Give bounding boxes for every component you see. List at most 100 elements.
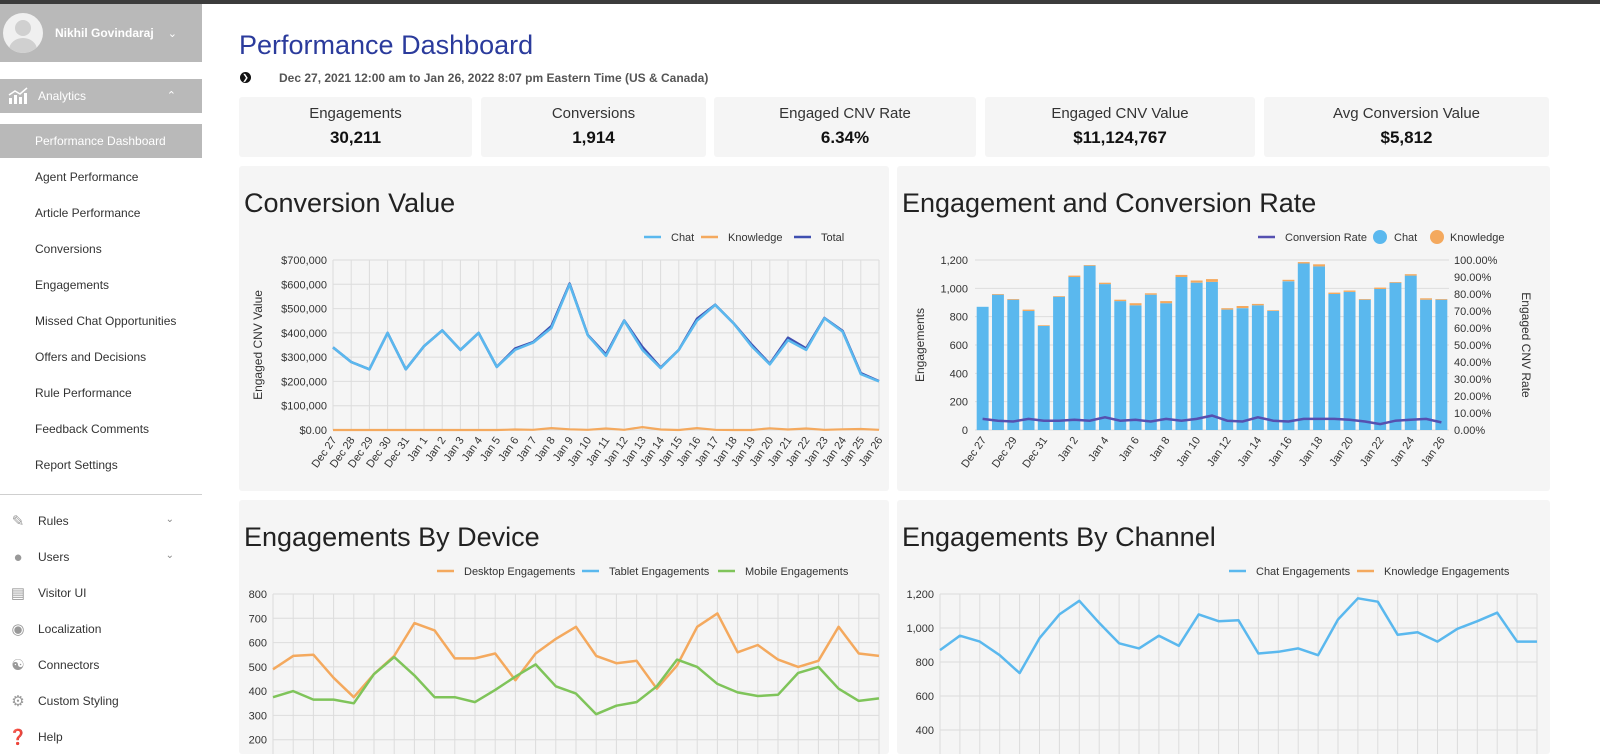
sidebar-item-help[interactable]: ❓ Help bbox=[0, 720, 202, 754]
series-chat-engagements bbox=[939, 597, 1537, 675]
users-icon: ● bbox=[13, 548, 23, 566]
y-tick-label: 600 bbox=[916, 691, 934, 703]
legend-tablet-label: Tablet Engagements bbox=[609, 566, 710, 578]
page-title: Performance Dashboard bbox=[239, 30, 534, 60]
sidebar-item-connectors[interactable]: ☯ Connectors bbox=[0, 648, 202, 682]
engagements-by-device-card: Engagements By Device Desktop Engagement… bbox=[239, 500, 889, 754]
x-tick-label: Jan 2 bbox=[1056, 435, 1081, 464]
sidebar-item-rule-performance[interactable]: Rule Performance bbox=[0, 376, 202, 410]
sidebar-section-analytics[interactable]: Analytics ⌃ bbox=[0, 79, 202, 113]
y-tick-label: 500 bbox=[249, 662, 267, 674]
sidebar-item-article-performance[interactable]: Article Performance bbox=[0, 196, 202, 230]
bar-knowledge bbox=[1328, 292, 1341, 294]
legend-chat-swatch bbox=[1373, 230, 1387, 244]
sidebar-item-missed-chat-opportunities[interactable]: Missed Chat Opportunities bbox=[0, 304, 202, 338]
y-tick-label: 200 bbox=[249, 735, 267, 747]
sidebar-item-report-settings[interactable]: Report Settings bbox=[0, 448, 202, 482]
sidebar-item-label: Visitor UI bbox=[38, 586, 87, 600]
chart-title: Engagements By Device bbox=[244, 522, 540, 552]
bar-chat bbox=[1221, 309, 1234, 430]
sidebar-item-engagements[interactable]: Engagements bbox=[0, 268, 202, 302]
bar-knowledge bbox=[1022, 309, 1035, 311]
sidebar-item-offers-and-decisions[interactable]: Offers and Decisions bbox=[0, 340, 202, 374]
x-tick-label: Jan 8 bbox=[1147, 435, 1172, 464]
bar-knowledge bbox=[1083, 265, 1096, 266]
y2-axis-label: Engaged CNV Rate bbox=[1519, 292, 1533, 398]
gear-icon: ⚙ bbox=[11, 693, 25, 710]
sidebar-item-users[interactable]: ● Users ⌄ bbox=[0, 540, 202, 574]
legend-total-label: Total bbox=[821, 232, 844, 244]
bar-chat bbox=[1420, 299, 1432, 430]
engagement-conversion-rate-card: Engagement and Conversion Rate Conversio… bbox=[897, 166, 1550, 491]
bar-knowledge bbox=[1221, 308, 1234, 310]
engagements-by-device-chart: Desktop Engagements Tablet Engagements Mob… bbox=[249, 566, 880, 754]
bar-knowledge bbox=[1389, 282, 1402, 283]
chevron-down-icon: ⌄ bbox=[165, 550, 174, 561]
bar-chat bbox=[1175, 277, 1188, 430]
kpi-label: Conversions bbox=[551, 105, 636, 122]
y-tick-label: 70.00% bbox=[1454, 306, 1492, 318]
sidebar-item-localization[interactable]: ◉ Localization bbox=[0, 612, 202, 646]
bar-chat bbox=[1328, 294, 1341, 430]
bar-knowledge bbox=[1358, 299, 1371, 300]
y-tick-label: $400,000 bbox=[281, 328, 327, 340]
sidebar-item-visitor-ui[interactable]: ▤ Visitor UI bbox=[0, 576, 202, 610]
bar-knowledge bbox=[1420, 298, 1432, 300]
chevron-up-icon: ⌃ bbox=[166, 90, 176, 102]
sidebar-item-label: Report Settings bbox=[35, 458, 118, 472]
sidebar-item-agent-performance[interactable]: Agent Performance bbox=[0, 160, 202, 194]
engagement-conversion-rate-chart: Conversion Rate Chat Knowledge 0 200 400 600 80… bbox=[913, 230, 1533, 470]
globe-icon: ◉ bbox=[11, 621, 25, 638]
y-tick-label: 40.00% bbox=[1454, 357, 1492, 369]
bar-chat bbox=[1068, 277, 1081, 430]
chevron-down-icon: ⌄ bbox=[165, 514, 174, 525]
bar-chat bbox=[1206, 282, 1218, 430]
kpi-engagements: Engagements 30,211 bbox=[239, 97, 472, 157]
bar-chat bbox=[1297, 263, 1310, 430]
bar-chat bbox=[1114, 301, 1127, 430]
legend-chat-label: Chat bbox=[671, 232, 694, 244]
x-tick-label: Jan 10 bbox=[1174, 435, 1203, 469]
bar-knowledge bbox=[1343, 290, 1356, 292]
sidebar-item-performance-dashboard[interactable]: Performance Dashboard bbox=[0, 124, 202, 158]
sidebar-item-conversions[interactable]: Conversions bbox=[0, 232, 202, 266]
connectors-icon: ☯ bbox=[11, 657, 25, 674]
y-tick-label: 800 bbox=[950, 312, 968, 324]
bar-chat bbox=[1267, 311, 1280, 430]
y-tick-label: 600 bbox=[249, 638, 267, 650]
chart-title: Engagements By Channel bbox=[902, 522, 1216, 552]
sidebar-item-label: Agent Performance bbox=[35, 170, 139, 184]
date-range-toggle-icon[interactable]: ❯ bbox=[240, 72, 251, 83]
y-axis-label: Engagements bbox=[913, 308, 927, 382]
y-tick-label: 400 bbox=[249, 686, 267, 698]
x-tick-label: Dec 29 bbox=[990, 435, 1020, 470]
y-tick-label: 60.00% bbox=[1454, 323, 1492, 335]
y-tick-label: 30.00% bbox=[1454, 374, 1492, 386]
date-range: Dec 27, 2021 12:00 am to Jan 26, 2022 8:… bbox=[279, 71, 709, 85]
top-bar bbox=[0, 0, 1600, 4]
sidebar-item-label: Help bbox=[38, 730, 63, 744]
y-tick-label: 1,000 bbox=[940, 283, 968, 295]
bar-chat bbox=[1236, 308, 1249, 430]
sidebar-section-label: Analytics bbox=[38, 89, 87, 103]
y-tick-label: 800 bbox=[916, 657, 934, 669]
sidebar-item-label: Users bbox=[38, 550, 70, 564]
sidebar-item-custom-styling[interactable]: ⚙ Custom Styling bbox=[0, 684, 202, 718]
help-icon: ❓ bbox=[8, 729, 28, 746]
y-tick-label: 1,200 bbox=[906, 589, 934, 601]
bar-knowledge bbox=[1175, 274, 1188, 277]
sidebar-item-label: Rules bbox=[38, 514, 69, 528]
sidebar-item-label: Conversions bbox=[35, 242, 102, 256]
sidebar-item-label: Offers and Decisions bbox=[35, 350, 147, 364]
kpi-value: 30,211 bbox=[329, 128, 382, 147]
sidebar-item-label: Localization bbox=[38, 622, 102, 636]
sidebar-item-feedback-comments[interactable]: Feedback Comments bbox=[0, 412, 202, 446]
bar-chat bbox=[1404, 275, 1417, 430]
bar-chat bbox=[1037, 325, 1050, 430]
sidebar-item-rules[interactable]: ✎ Rules ⌄ bbox=[0, 504, 202, 538]
user-menu[interactable]: Nikhil Govindaraj ⌄ bbox=[0, 4, 202, 62]
chart-title: Engagement and Conversion Rate bbox=[902, 188, 1317, 218]
kpi-avg-conversion-value: Avg Conversion Value $5,812 bbox=[1264, 97, 1549, 157]
bar-chat bbox=[1313, 266, 1325, 430]
